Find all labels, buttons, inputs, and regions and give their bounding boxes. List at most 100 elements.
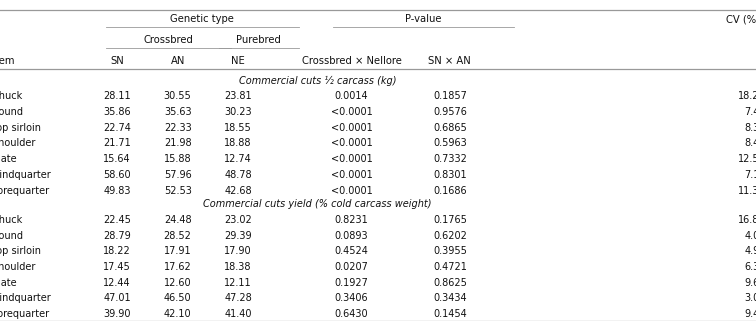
Text: 35.63: 35.63 xyxy=(164,107,191,117)
Text: Top sirloin: Top sirloin xyxy=(0,123,42,133)
Text: SN × AN: SN × AN xyxy=(429,56,471,66)
Text: Hindquarter: Hindquarter xyxy=(0,170,51,180)
Text: Round: Round xyxy=(0,230,23,240)
Text: 24.48: 24.48 xyxy=(164,215,191,225)
Text: 0.1686: 0.1686 xyxy=(433,186,466,196)
Text: 30.55: 30.55 xyxy=(164,91,191,101)
Text: 9.6: 9.6 xyxy=(745,278,756,288)
Text: 7.4: 7.4 xyxy=(745,107,756,117)
Text: 17.90: 17.90 xyxy=(225,246,252,256)
Text: 49.83: 49.83 xyxy=(104,186,131,196)
Text: 11.3: 11.3 xyxy=(739,186,756,196)
Text: 22.45: 22.45 xyxy=(104,215,131,225)
Text: Forequarter: Forequarter xyxy=(0,186,50,196)
Text: 23.02: 23.02 xyxy=(225,215,252,225)
Text: Shoulder: Shoulder xyxy=(0,138,36,149)
Text: 0.8231: 0.8231 xyxy=(335,215,368,225)
Text: 0.6430: 0.6430 xyxy=(335,309,368,319)
Text: 28.79: 28.79 xyxy=(104,230,131,240)
Text: 47.28: 47.28 xyxy=(225,293,252,303)
Text: 15.88: 15.88 xyxy=(164,154,191,164)
Text: 30.23: 30.23 xyxy=(225,107,252,117)
Text: Chuck: Chuck xyxy=(0,91,23,101)
Text: <0.0001: <0.0001 xyxy=(330,170,373,180)
Text: 52.53: 52.53 xyxy=(164,186,191,196)
Text: 0.0014: 0.0014 xyxy=(335,91,368,101)
Text: 15.64: 15.64 xyxy=(104,154,131,164)
Text: 35.86: 35.86 xyxy=(104,107,131,117)
Text: 17.45: 17.45 xyxy=(104,262,131,272)
Text: 12.74: 12.74 xyxy=(225,154,252,164)
Text: 12.11: 12.11 xyxy=(225,278,252,288)
Text: 7.1: 7.1 xyxy=(745,170,756,180)
Text: 16.8: 16.8 xyxy=(739,215,756,225)
Text: 18.38: 18.38 xyxy=(225,262,252,272)
Text: 8.3: 8.3 xyxy=(745,123,756,133)
Text: 6.3: 6.3 xyxy=(745,262,756,272)
Text: 4.9: 4.9 xyxy=(745,246,756,256)
Text: SN: SN xyxy=(110,56,124,66)
Text: 47.01: 47.01 xyxy=(104,293,131,303)
Text: 46.50: 46.50 xyxy=(164,293,191,303)
Text: NE: NE xyxy=(231,56,245,66)
Text: 22.74: 22.74 xyxy=(104,123,131,133)
Text: 0.8301: 0.8301 xyxy=(433,170,466,180)
Text: 18.2: 18.2 xyxy=(739,91,756,101)
Text: Plate: Plate xyxy=(0,278,17,288)
Text: 0.0207: 0.0207 xyxy=(335,262,368,272)
Text: 58.60: 58.60 xyxy=(104,170,131,180)
Text: P-value: P-value xyxy=(405,14,442,24)
Text: Plate: Plate xyxy=(0,154,17,164)
Text: 3.0: 3.0 xyxy=(745,293,756,303)
Text: Crossbred × Nellore: Crossbred × Nellore xyxy=(302,56,401,66)
Text: 18.88: 18.88 xyxy=(225,138,252,149)
Text: Chuck: Chuck xyxy=(0,215,23,225)
Text: 23.81: 23.81 xyxy=(225,91,252,101)
Text: <0.0001: <0.0001 xyxy=(330,154,373,164)
Text: 21.71: 21.71 xyxy=(104,138,131,149)
Text: 0.9576: 0.9576 xyxy=(433,107,466,117)
Text: <0.0001: <0.0001 xyxy=(330,107,373,117)
Text: 18.22: 18.22 xyxy=(104,246,131,256)
Text: Item: Item xyxy=(0,56,15,66)
Text: 0.6202: 0.6202 xyxy=(433,230,466,240)
Text: 0.3955: 0.3955 xyxy=(433,246,466,256)
Text: 0.4721: 0.4721 xyxy=(433,262,466,272)
Text: 28.52: 28.52 xyxy=(164,230,191,240)
Text: Crossbred: Crossbred xyxy=(144,35,193,45)
Text: 0.1454: 0.1454 xyxy=(433,309,466,319)
Text: AN: AN xyxy=(170,56,185,66)
Text: 0.3434: 0.3434 xyxy=(433,293,466,303)
Text: <0.0001: <0.0001 xyxy=(330,138,373,149)
Text: CV (%): CV (%) xyxy=(726,14,756,24)
Text: 8.4: 8.4 xyxy=(745,138,756,149)
Text: 0.5963: 0.5963 xyxy=(433,138,466,149)
Text: Hindquarter: Hindquarter xyxy=(0,293,51,303)
Text: Genetic type: Genetic type xyxy=(170,14,234,24)
Text: Purebred: Purebred xyxy=(237,35,281,45)
Text: 12.60: 12.60 xyxy=(164,278,191,288)
Text: 4.0: 4.0 xyxy=(745,230,756,240)
Text: 0.6865: 0.6865 xyxy=(433,123,466,133)
Text: 21.98: 21.98 xyxy=(164,138,191,149)
Text: 0.7332: 0.7332 xyxy=(433,154,466,164)
Text: 12.5: 12.5 xyxy=(738,154,756,164)
Text: 0.1927: 0.1927 xyxy=(335,278,368,288)
Text: 22.33: 22.33 xyxy=(164,123,191,133)
Text: Shoulder: Shoulder xyxy=(0,262,36,272)
Text: 41.40: 41.40 xyxy=(225,309,252,319)
Text: <0.0001: <0.0001 xyxy=(330,123,373,133)
Text: 42.68: 42.68 xyxy=(225,186,252,196)
Text: 0.0893: 0.0893 xyxy=(335,230,368,240)
Text: 48.78: 48.78 xyxy=(225,170,252,180)
Text: 18.55: 18.55 xyxy=(225,123,252,133)
Text: 39.90: 39.90 xyxy=(104,309,131,319)
Text: 42.10: 42.10 xyxy=(164,309,191,319)
Text: 0.3406: 0.3406 xyxy=(335,293,368,303)
Text: <0.0001: <0.0001 xyxy=(330,186,373,196)
Text: 17.62: 17.62 xyxy=(164,262,191,272)
Text: 17.91: 17.91 xyxy=(164,246,191,256)
Text: 0.4524: 0.4524 xyxy=(335,246,368,256)
Text: 29.39: 29.39 xyxy=(225,230,252,240)
Text: 0.1765: 0.1765 xyxy=(433,215,466,225)
